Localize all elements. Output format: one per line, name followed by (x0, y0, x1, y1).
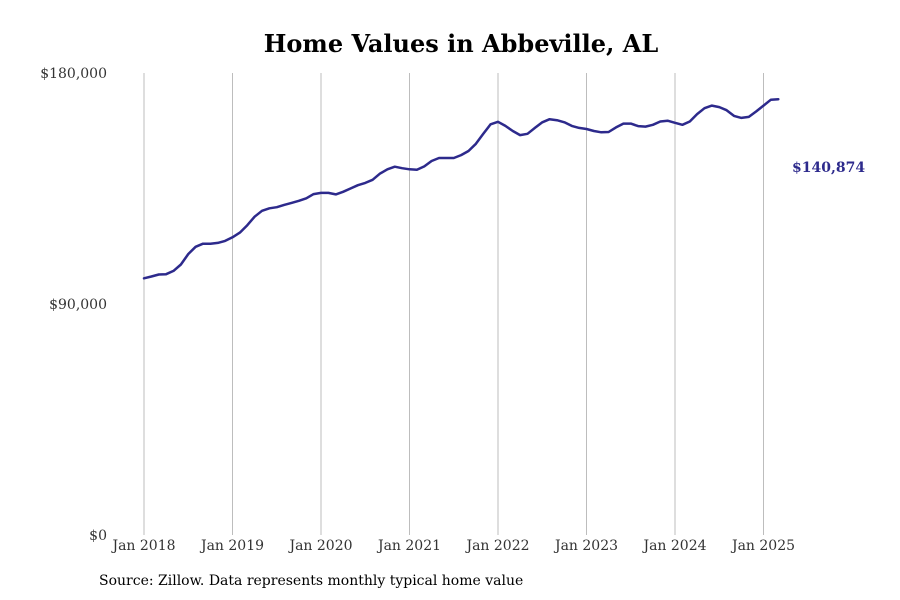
x-tick-label: Jan 2023 (553, 538, 618, 554)
x-axis-ticks: Jan 2018 Jan 2019 Jan 2020 Jan 2021 Jan 2022… (110, 538, 795, 554)
y-tick-label: $90,000 (49, 297, 107, 313)
source-note: Source: Zillow. Data represents monthly … (99, 573, 524, 589)
x-tick-label: Jan 2022 (464, 538, 529, 554)
chart-title: Home Values in Abbeville, AL (264, 29, 659, 58)
x-tick-label: Jan 2024 (641, 538, 706, 554)
y-axis-ticks: $0 $90,000 $180,000 (40, 66, 107, 544)
x-tick-label: Jan 2021 (376, 538, 441, 554)
latest-value-label: $140,874 (792, 160, 865, 176)
y-tick-label: $180,000 (40, 66, 107, 82)
gridlines (143, 73, 764, 535)
x-tick-label: Jan 2018 (110, 538, 175, 554)
home-value-line (142, 97, 780, 280)
x-tick-label: Jan 2019 (199, 538, 264, 554)
x-tick-label: Jan 2025 (730, 538, 795, 554)
x-tick-label: Jan 2020 (287, 538, 352, 554)
y-tick-label: $0 (89, 528, 107, 544)
